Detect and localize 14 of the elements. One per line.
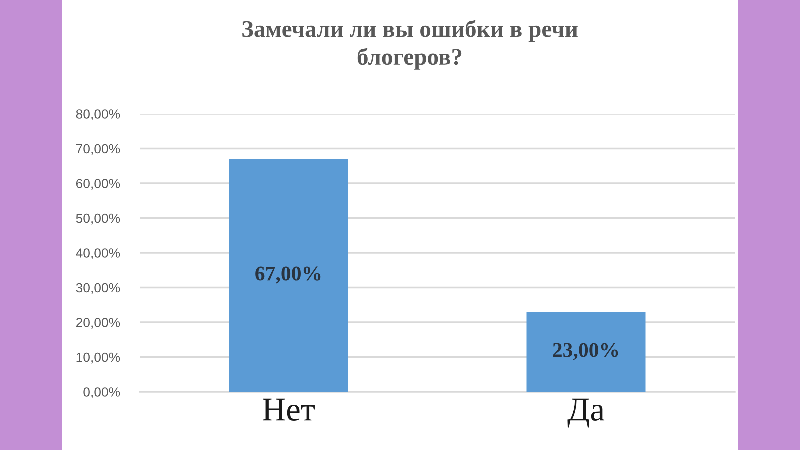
x-tick-label: Нет: [262, 398, 315, 422]
y-tick-label: 10,00%: [76, 352, 120, 364]
y-tick-label: 0,00%: [84, 388, 120, 398]
y-tick-label: 70,00%: [76, 144, 120, 156]
y-tick-label: 60,00%: [76, 179, 120, 190]
chart-title: Замечали ли вы ошибки в речи блогеров?: [242, 20, 578, 70]
y-tick-label: 30,00%: [76, 283, 120, 294]
y-tick-label: 20,00%: [76, 318, 120, 329]
data-label: 67,00%: [256, 266, 321, 284]
data-label: 23,00%: [553, 343, 618, 360]
y-tick-label: 40,00%: [76, 248, 120, 260]
y-tick-label: 50,00%: [76, 214, 120, 225]
x-tick-label: Да: [568, 398, 605, 428]
y-tick-label: 80,00%: [76, 110, 120, 120]
